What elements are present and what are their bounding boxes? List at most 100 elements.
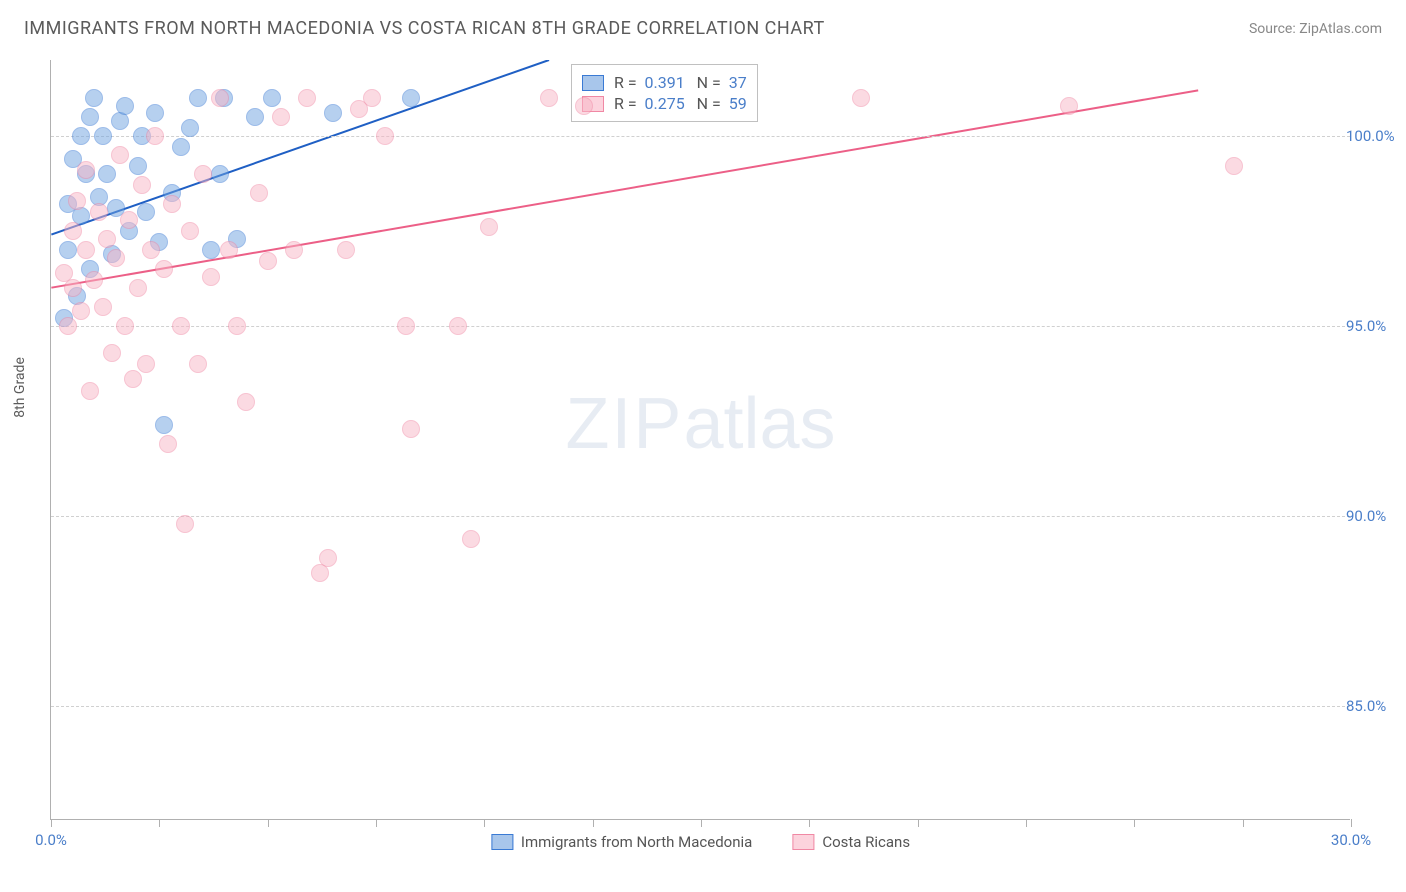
legend-item-costarican: Costa Ricans xyxy=(792,833,910,851)
data-point-macedonia xyxy=(181,119,199,137)
xtick xyxy=(1134,819,1135,827)
ytick-label: 100.0% xyxy=(1346,127,1406,145)
ytick-label: 85.0% xyxy=(1346,697,1406,715)
data-point-costarican xyxy=(64,222,82,240)
data-point-costarican xyxy=(319,549,337,567)
xtick xyxy=(918,819,919,827)
data-point-costarican xyxy=(575,97,593,115)
data-point-costarican xyxy=(402,420,420,438)
data-point-costarican xyxy=(90,203,108,221)
data-point-costarican xyxy=(211,89,229,107)
data-point-costarican xyxy=(540,89,558,107)
data-point-costarican xyxy=(449,317,467,335)
data-point-macedonia xyxy=(155,416,173,434)
plot-area: ZIPatlas R = 0.391 N = 37R = 0.275 N = 5… xyxy=(50,60,1350,820)
data-point-costarican xyxy=(85,271,103,289)
data-point-costarican xyxy=(376,127,394,145)
data-point-macedonia xyxy=(146,104,164,122)
data-point-macedonia xyxy=(137,203,155,221)
data-point-macedonia xyxy=(129,157,147,175)
legend-item-macedonia: Immigrants from North Macedonia xyxy=(491,833,752,851)
stats-legend: R = 0.391 N = 37R = 0.275 N = 59 xyxy=(571,64,758,122)
chart-container: 8th Grade ZIPatlas R = 0.391 N = 37R = 0… xyxy=(50,60,1390,820)
data-point-macedonia xyxy=(263,89,281,107)
data-point-macedonia xyxy=(172,138,190,156)
data-point-costarican xyxy=(1225,157,1243,175)
xtick xyxy=(1243,819,1244,827)
data-point-macedonia xyxy=(98,165,116,183)
series-legend: Immigrants from North Macedonia Costa Ri… xyxy=(491,833,910,851)
data-point-costarican xyxy=(81,382,99,400)
data-point-costarican xyxy=(237,393,255,411)
stats-swatch-macedonia xyxy=(582,75,604,91)
stats-row-macedonia: R = 0.391 N = 37 xyxy=(582,73,747,92)
stats-text-macedonia: R = 0.391 N = 37 xyxy=(614,73,747,92)
watermark: ZIPatlas xyxy=(565,383,835,465)
data-point-costarican xyxy=(107,249,125,267)
ytick-label: 95.0% xyxy=(1346,317,1406,335)
data-point-costarican xyxy=(64,279,82,297)
gridline xyxy=(51,706,1350,707)
gridline xyxy=(51,136,1350,137)
data-point-costarican xyxy=(259,252,277,270)
legend-swatch-pink xyxy=(792,834,814,850)
data-point-costarican xyxy=(163,195,181,213)
data-point-macedonia xyxy=(94,127,112,145)
data-point-macedonia xyxy=(202,241,220,259)
xtick-label-left: 0.0% xyxy=(35,831,67,849)
xtick xyxy=(809,819,810,827)
y-axis-label: 8th Grade xyxy=(12,357,28,418)
legend-swatch-blue xyxy=(491,834,513,850)
data-point-costarican xyxy=(155,260,173,278)
data-point-costarican xyxy=(133,176,151,194)
data-point-costarican xyxy=(272,108,290,126)
xtick xyxy=(1026,819,1027,827)
data-point-costarican xyxy=(98,230,116,248)
data-point-costarican xyxy=(480,218,498,236)
xtick xyxy=(701,819,702,827)
chart-title: IMMIGRANTS FROM NORTH MACEDONIA VS COSTA… xyxy=(24,18,825,39)
data-point-costarican xyxy=(159,435,177,453)
xtick xyxy=(1351,819,1352,827)
data-point-macedonia xyxy=(111,112,129,130)
data-point-macedonia xyxy=(402,89,420,107)
data-point-costarican xyxy=(285,241,303,259)
xtick xyxy=(268,819,269,827)
data-point-macedonia xyxy=(59,241,77,259)
xtick xyxy=(159,819,160,827)
data-point-costarican xyxy=(189,355,207,373)
data-point-costarican xyxy=(77,161,95,179)
data-point-costarican xyxy=(202,268,220,286)
data-point-macedonia xyxy=(81,108,99,126)
data-point-costarican xyxy=(146,127,164,145)
data-point-costarican xyxy=(72,302,90,320)
data-point-costarican xyxy=(852,89,870,107)
data-point-macedonia xyxy=(85,89,103,107)
data-point-costarican xyxy=(116,317,134,335)
data-point-costarican xyxy=(397,317,415,335)
data-point-costarican xyxy=(363,89,381,107)
data-point-costarican xyxy=(194,165,212,183)
data-point-costarican xyxy=(137,355,155,373)
xtick-label-right: 30.0% xyxy=(1331,831,1371,849)
data-point-costarican xyxy=(120,211,138,229)
data-point-costarican xyxy=(59,317,77,335)
data-point-macedonia xyxy=(116,97,134,115)
data-point-costarican xyxy=(176,515,194,533)
xtick xyxy=(51,819,52,827)
data-point-macedonia xyxy=(211,165,229,183)
data-point-macedonia xyxy=(246,108,264,126)
xtick xyxy=(484,819,485,827)
data-point-macedonia xyxy=(189,89,207,107)
data-point-costarican xyxy=(94,298,112,316)
data-point-costarican xyxy=(103,344,121,362)
data-point-costarican xyxy=(172,317,190,335)
data-point-costarican xyxy=(129,279,147,297)
data-point-macedonia xyxy=(72,127,90,145)
data-point-costarican xyxy=(462,530,480,548)
data-point-costarican xyxy=(337,241,355,259)
data-point-costarican xyxy=(1060,97,1078,115)
data-point-costarican xyxy=(124,370,142,388)
data-point-costarican xyxy=(142,241,160,259)
xtick xyxy=(593,819,594,827)
